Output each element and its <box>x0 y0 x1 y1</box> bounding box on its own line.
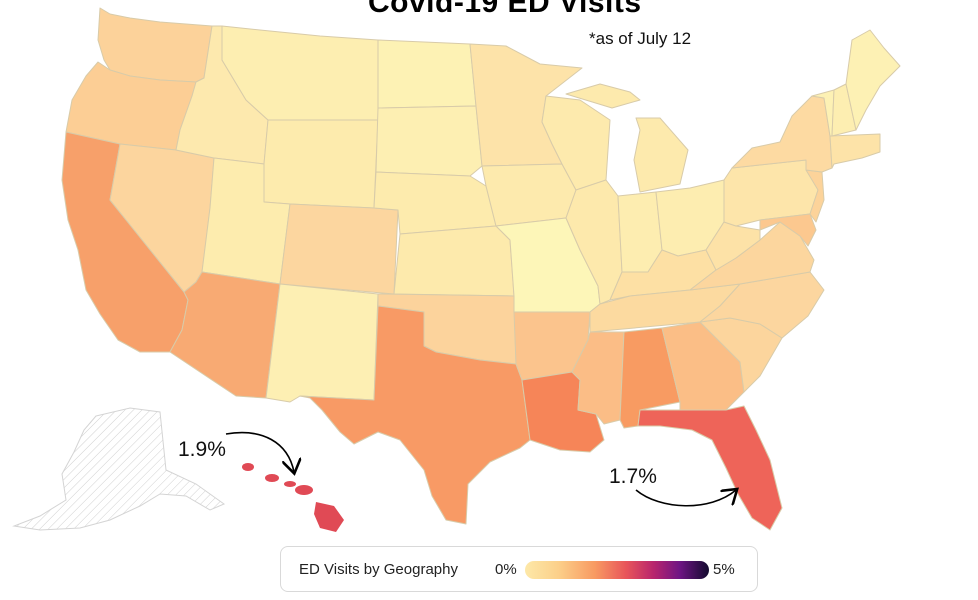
state-vermont <box>811 89 835 137</box>
state-north-dakota <box>377 39 477 109</box>
florida-arrow <box>635 490 736 507</box>
state-maryland <box>759 213 817 247</box>
legend-max-label: 5% <box>713 561 735 578</box>
state-illinois <box>565 179 623 305</box>
state-hawaii <box>242 463 344 532</box>
state-south-dakota <box>375 105 483 177</box>
state-texas <box>299 305 531 525</box>
state-colorado <box>279 203 399 295</box>
state-washington <box>97 7 213 83</box>
map-legend: ED Visits by Geography 0% 5% <box>280 546 758 592</box>
state-michigan <box>565 83 689 193</box>
hawaii-arrow <box>225 431 294 472</box>
state-new-york <box>731 95 833 173</box>
map-subtitle: *as of July 12 <box>589 29 692 48</box>
state-arizona <box>169 271 281 399</box>
state-mississippi <box>571 331 625 425</box>
hawaii-value-label: 1.9% <box>178 438 226 461</box>
state-kansas <box>393 225 515 297</box>
map-title: Covid-19 ED Visits <box>368 0 642 19</box>
state-florida <box>637 405 783 531</box>
state-new-england-south <box>829 133 881 169</box>
legend-title: ED Visits by Geography <box>299 561 458 578</box>
state-iowa <box>481 163 577 227</box>
state-wyoming <box>263 119 379 209</box>
state-alaska <box>12 407 226 531</box>
legend-color-scale <box>525 561 709 579</box>
legend-min-label: 0% <box>495 561 517 578</box>
state-maine <box>845 29 901 131</box>
state-new-mexico <box>265 283 379 403</box>
florida-value-label: 1.7% <box>609 465 657 488</box>
